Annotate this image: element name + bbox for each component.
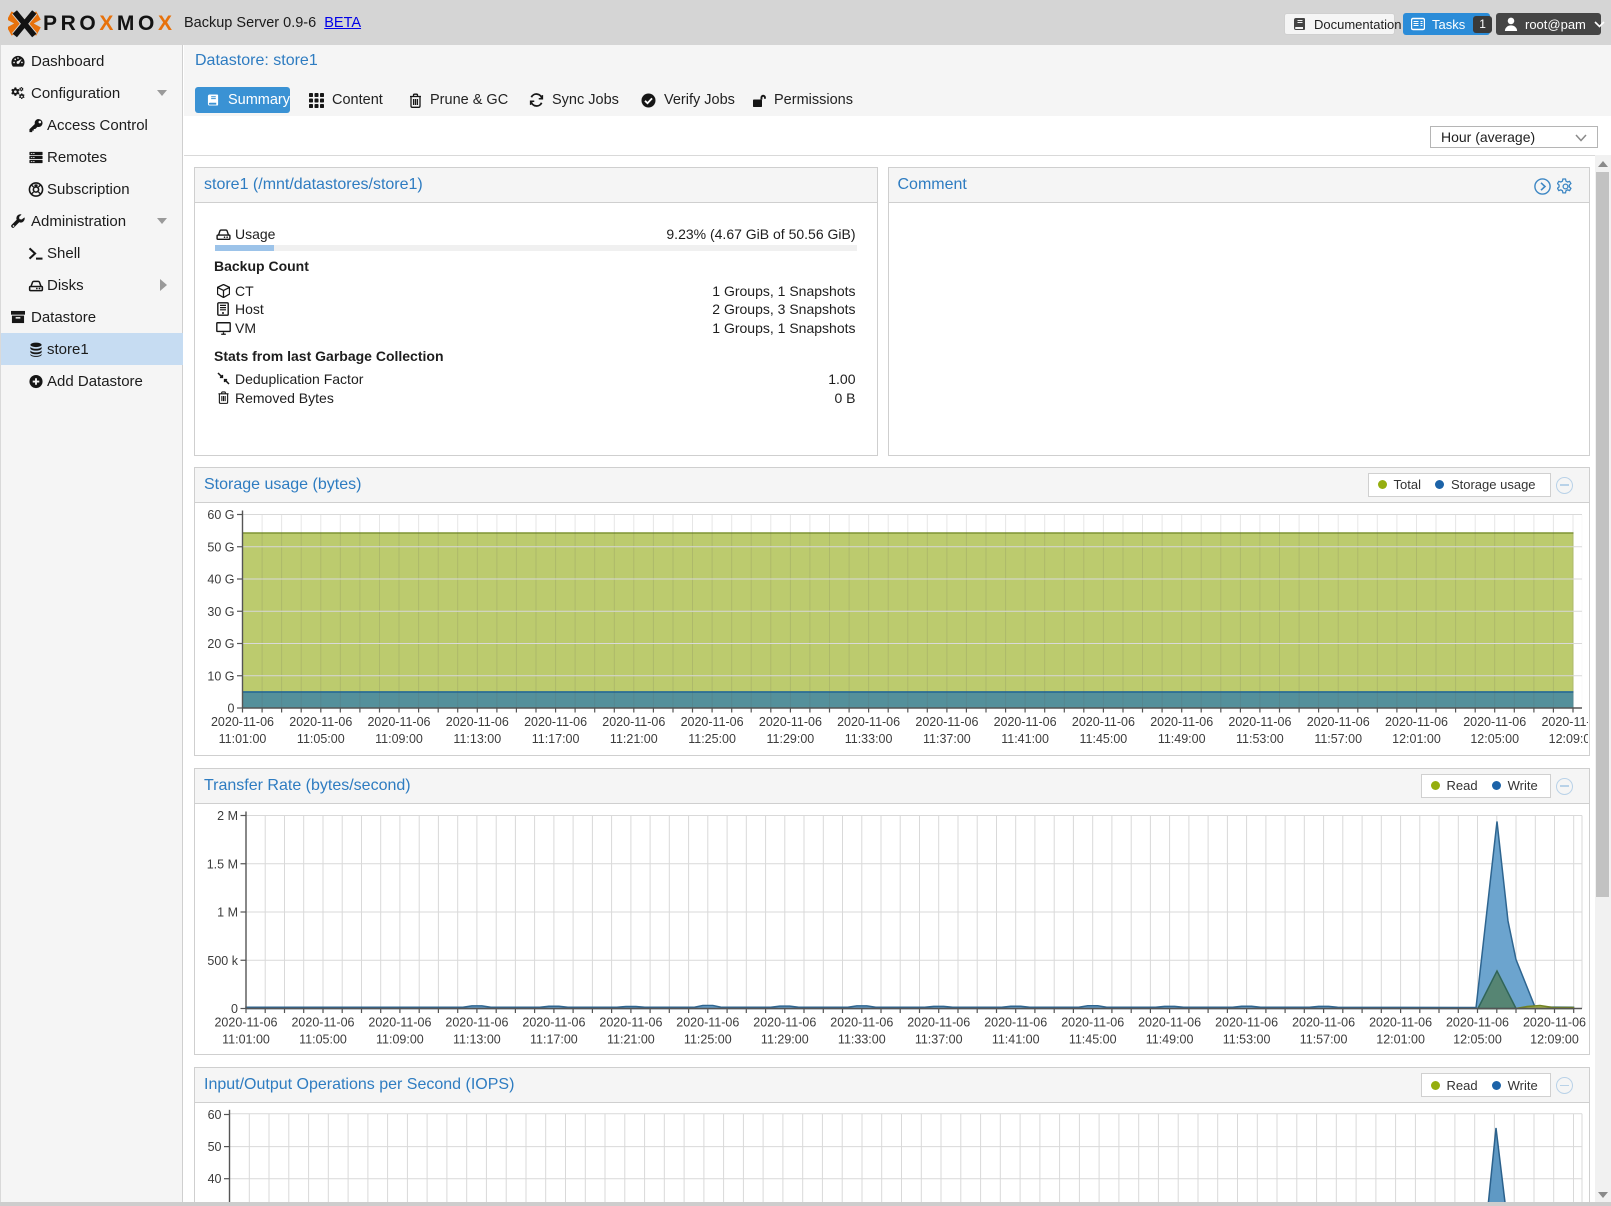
svg-text:11:25:00: 11:25:00 [688,732,736,746]
svg-text:2020-11-06: 2020-11-06 [1307,715,1370,729]
svg-text:2020-11-06: 2020-11-06 [1150,715,1213,729]
svg-text:2020-11-06: 2020-11-06 [446,715,509,729]
svg-text:11:21:00: 11:21:00 [610,732,658,746]
svg-text:50 G: 50 G [207,540,234,554]
svg-text:11:21:00: 11:21:00 [607,1032,655,1046]
svg-text:11:29:00: 11:29:00 [767,732,815,746]
svg-text:2020-11-06: 2020-11-06 [837,715,900,729]
svg-text:11:05:00: 11:05:00 [297,732,345,746]
svg-text:2020-11-06: 2020-11-06 [1463,715,1526,729]
svg-text:2020-11-06: 2020-11-06 [602,715,665,729]
svg-text:12:09:00: 12:09:00 [1549,732,1588,746]
svg-text:2020-11-06: 2020-11-06 [1369,1015,1432,1029]
svg-text:40: 40 [208,1172,222,1186]
svg-text:0: 0 [228,701,235,715]
svg-text:2020-11-06: 2020-11-06 [907,1015,970,1029]
svg-text:2020-11-06: 2020-11-06 [599,1015,662,1029]
svg-text:1.5 M: 1.5 M [207,857,238,871]
svg-text:11:13:00: 11:13:00 [453,1032,501,1046]
svg-text:2020-11-06: 2020-11-06 [994,715,1057,729]
svg-text:500 k: 500 k [207,953,238,967]
svg-text:60: 60 [208,1108,222,1122]
svg-text:11:49:00: 11:49:00 [1158,732,1206,746]
svg-text:2020-11-06: 2020-11-06 [1215,1015,1278,1029]
svg-text:11:57:00: 11:57:00 [1314,732,1362,746]
svg-text:11:57:00: 11:57:00 [1300,1032,1348,1046]
svg-text:2020-11-06: 2020-11-06 [915,715,978,729]
svg-text:11:01:00: 11:01:00 [219,732,267,746]
svg-text:11:41:00: 11:41:00 [992,1032,1040,1046]
svg-text:11:49:00: 11:49:00 [1146,1032,1194,1046]
svg-text:11:05:00: 11:05:00 [299,1032,347,1046]
svg-text:11:29:00: 11:29:00 [761,1032,809,1046]
svg-text:11:09:00: 11:09:00 [376,1032,424,1046]
svg-text:2020-11-06: 2020-11-06 [1292,1015,1355,1029]
svg-text:11:17:00: 11:17:00 [530,1032,578,1046]
svg-text:11:17:00: 11:17:00 [532,732,580,746]
svg-text:2020-11-06: 2020-11-06 [289,715,352,729]
svg-text:2020-11-06: 2020-11-06 [676,1015,739,1029]
svg-text:11:45:00: 11:45:00 [1069,1032,1117,1046]
svg-text:2020-11-06: 2020-11-06 [1523,1015,1586,1029]
svg-text:1 M: 1 M [217,905,238,919]
svg-text:60 G: 60 G [207,508,234,522]
svg-text:11:33:00: 11:33:00 [838,1032,886,1046]
svg-text:11:37:00: 11:37:00 [915,1032,963,1046]
svg-text:11:53:00: 11:53:00 [1236,732,1284,746]
svg-text:11:01:00: 11:01:00 [222,1032,270,1046]
svg-text:11:33:00: 11:33:00 [845,732,893,746]
svg-text:2020-11-06: 2020-11-06 [524,715,587,729]
svg-text:11:53:00: 11:53:00 [1223,1032,1271,1046]
svg-text:2020-11-06: 2020-11-06 [1541,715,1588,729]
svg-text:11:41:00: 11:41:00 [1001,732,1049,746]
svg-text:2020-11-06: 2020-11-06 [1385,715,1448,729]
svg-text:2020-11-06: 2020-11-06 [214,1015,277,1029]
svg-text:11:09:00: 11:09:00 [375,732,423,746]
svg-text:2 M: 2 M [217,809,238,823]
svg-text:50: 50 [208,1140,222,1154]
svg-text:11:45:00: 11:45:00 [1080,732,1128,746]
svg-text:2020-11-06: 2020-11-06 [759,715,822,729]
svg-text:12:05:00: 12:05:00 [1453,1032,1502,1046]
svg-text:2020-11-06: 2020-11-06 [1072,715,1135,729]
svg-text:2020-11-06: 2020-11-06 [830,1015,893,1029]
svg-text:2020-11-06: 2020-11-06 [1061,1015,1124,1029]
svg-text:2020-11-06: 2020-11-06 [753,1015,816,1029]
svg-text:12:01:00: 12:01:00 [1376,1032,1425,1046]
svg-text:2020-11-06: 2020-11-06 [522,1015,585,1029]
svg-text:2020-11-06: 2020-11-06 [1138,1015,1201,1029]
svg-text:2020-11-06: 2020-11-06 [367,715,430,729]
svg-text:2020-11-06: 2020-11-06 [368,1015,431,1029]
svg-text:40 G: 40 G [207,572,234,586]
svg-text:10 G: 10 G [207,669,234,683]
svg-text:11:13:00: 11:13:00 [453,732,501,746]
svg-text:2020-11-06: 2020-11-06 [984,1015,1047,1029]
svg-text:30 G: 30 G [207,604,234,618]
svg-text:12:01:00: 12:01:00 [1392,732,1441,746]
svg-text:2020-11-06: 2020-11-06 [211,715,274,729]
svg-text:2020-11-06: 2020-11-06 [291,1015,354,1029]
svg-text:12:05:00: 12:05:00 [1470,732,1519,746]
svg-text:0: 0 [231,1002,238,1016]
svg-text:2020-11-06: 2020-11-06 [445,1015,508,1029]
svg-text:20 G: 20 G [207,637,234,651]
svg-text:11:37:00: 11:37:00 [923,732,971,746]
svg-text:2020-11-06: 2020-11-06 [681,715,744,729]
svg-text:12:09:00: 12:09:00 [1530,1032,1579,1046]
svg-text:11:25:00: 11:25:00 [684,1032,732,1046]
svg-text:2020-11-06: 2020-11-06 [1446,1015,1509,1029]
svg-text:2020-11-06: 2020-11-06 [1228,715,1291,729]
